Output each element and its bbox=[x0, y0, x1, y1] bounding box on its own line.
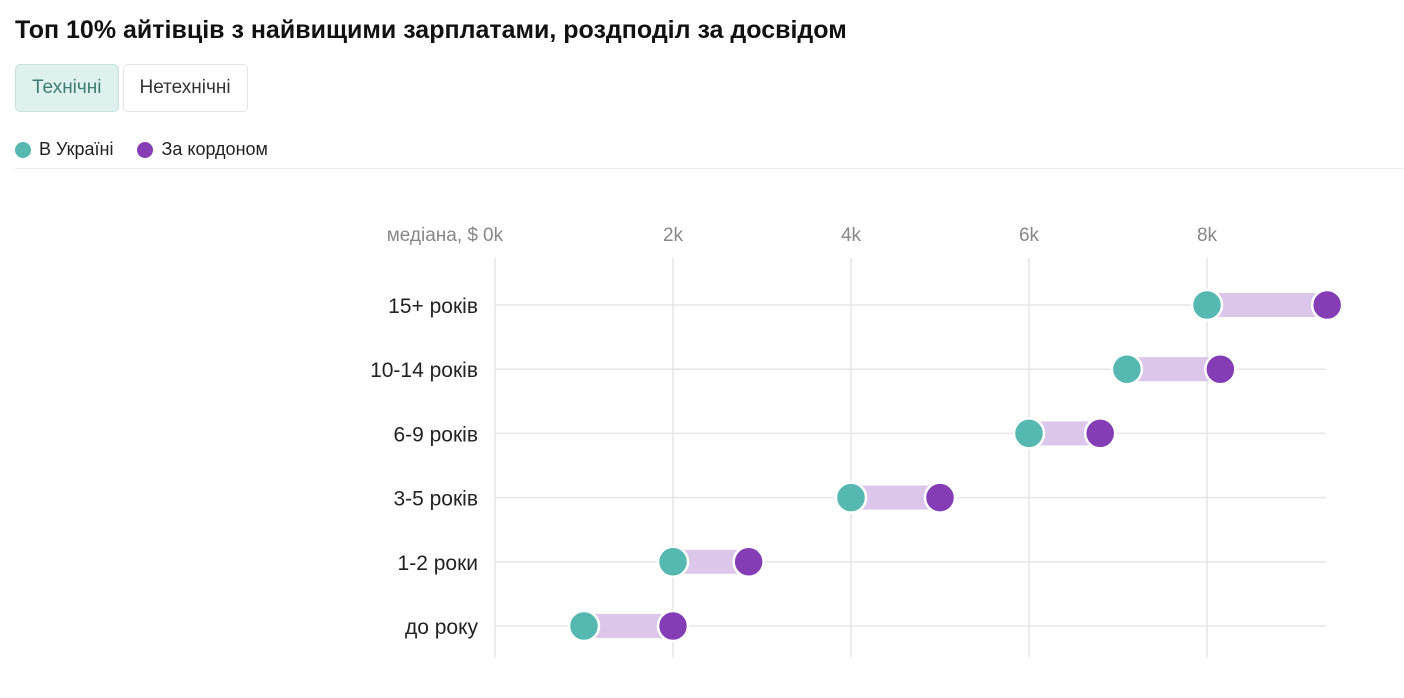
category-label: 15+ років bbox=[388, 295, 478, 318]
tab-technical[interactable]: Технічні bbox=[15, 64, 119, 112]
legend-label-ukraine: В Україні bbox=[39, 139, 114, 159]
point-ukraine bbox=[567, 609, 601, 643]
chart-title: Топ 10% айтівців з найвищими зарплатами,… bbox=[15, 16, 847, 44]
legend-dot-ukraine bbox=[15, 141, 31, 158]
divider bbox=[15, 168, 1404, 169]
x-tick-label: 2k bbox=[663, 225, 684, 246]
point-abroad bbox=[1083, 417, 1117, 450]
point-ukraine bbox=[1012, 417, 1046, 450]
legend-label-abroad: За кордоном bbox=[161, 139, 268, 159]
point-abroad bbox=[732, 545, 765, 579]
category-tabs: Технічні Нетехнічні bbox=[15, 64, 248, 112]
tab-non-technical[interactable]: Нетехнічні bbox=[122, 64, 248, 112]
point-abroad bbox=[1310, 288, 1344, 322]
category-label: до року bbox=[405, 616, 479, 639]
range-band bbox=[1207, 293, 1328, 317]
point-ukraine bbox=[834, 481, 868, 514]
legend-item-ukraine: В Україні bbox=[15, 139, 113, 160]
legend-dot-abroad bbox=[137, 141, 154, 158]
legend-item-abroad: За кордоном bbox=[137, 139, 268, 160]
legend: В Україні За кордоном bbox=[15, 139, 292, 160]
point-ukraine bbox=[656, 545, 690, 579]
point-abroad bbox=[923, 481, 957, 514]
x-tick-label: 0k bbox=[483, 225, 504, 246]
x-tick-label: 4k bbox=[841, 225, 862, 246]
category-label: 6-9 років bbox=[393, 423, 478, 446]
point-abroad bbox=[656, 609, 690, 643]
point-abroad bbox=[1204, 352, 1237, 386]
x-tick-label: 8k bbox=[1197, 225, 1218, 246]
category-label: 3-5 років bbox=[393, 488, 478, 511]
category-label: 10-14 років bbox=[370, 359, 478, 382]
category-label: 1-2 роки bbox=[398, 552, 478, 575]
point-ukraine bbox=[1190, 288, 1224, 322]
x-axis-label: медіана, $ bbox=[387, 225, 479, 246]
x-tick-label: 6k bbox=[1019, 225, 1040, 246]
point-ukraine bbox=[1110, 352, 1144, 386]
